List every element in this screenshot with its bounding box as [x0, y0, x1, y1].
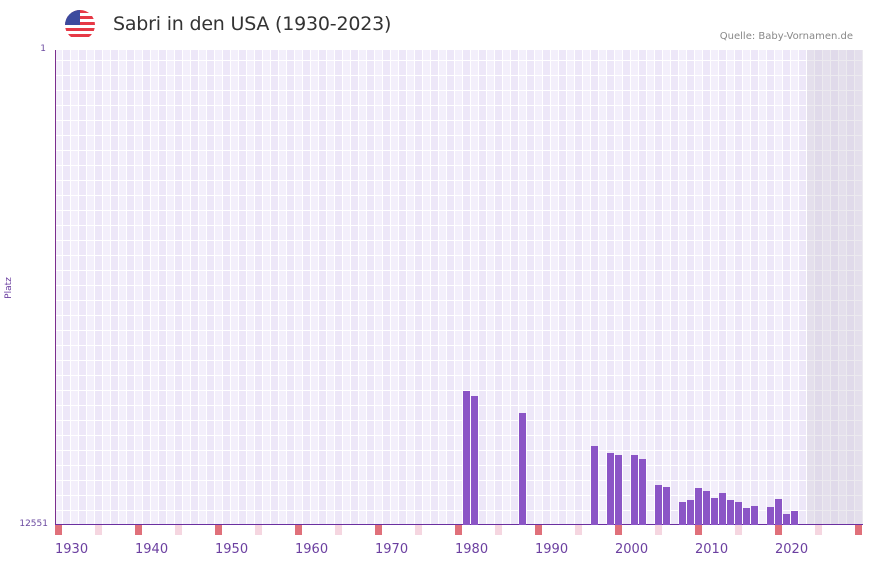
- half-decade-marker: [735, 525, 742, 535]
- x-tick-1930: 1930: [55, 542, 89, 557]
- x-tick-1970: 1970: [375, 542, 409, 557]
- decade-marker: [135, 525, 142, 535]
- x-tick-1960: 1960: [295, 542, 329, 557]
- x-tick-1990: 1990: [535, 542, 569, 557]
- decade-marker: [455, 525, 462, 535]
- bar-1982[interactable]: [471, 396, 478, 525]
- bar-2016[interactable]: [743, 508, 750, 525]
- x-tick-1980: 1980: [455, 542, 489, 557]
- decade-marker: [375, 525, 382, 535]
- bar-2022[interactable]: [791, 511, 798, 525]
- plot-area: [55, 50, 863, 525]
- half-decade-marker: [815, 525, 822, 535]
- x-tick-1950: 1950: [215, 542, 249, 557]
- bar-1997[interactable]: [591, 446, 598, 525]
- bar-2009[interactable]: [687, 500, 694, 525]
- bar-2020[interactable]: [775, 499, 782, 525]
- bar-1981[interactable]: [463, 391, 470, 525]
- half-decade-marker: [575, 525, 582, 535]
- bar-2017[interactable]: [751, 506, 758, 525]
- bar-2011[interactable]: [703, 491, 710, 525]
- bar-2013[interactable]: [719, 493, 726, 525]
- bar-2014[interactable]: [727, 500, 734, 525]
- bar-2006[interactable]: [663, 487, 670, 525]
- half-decade-marker: [495, 525, 502, 535]
- x-tick-2010: 2010: [695, 542, 729, 557]
- decade-marker: [775, 525, 782, 535]
- x-tick-2020: 2020: [775, 542, 809, 557]
- bar-2008[interactable]: [679, 502, 686, 525]
- y-axis-line: [55, 50, 56, 525]
- decade-marker: [695, 525, 702, 535]
- bar-1999[interactable]: [607, 453, 614, 525]
- y-tick-top: 1: [40, 44, 46, 54]
- decade-marker: [55, 525, 62, 535]
- decade-marker: [855, 525, 862, 535]
- bar-2002[interactable]: [631, 455, 638, 525]
- bar-2015[interactable]: [735, 502, 742, 525]
- source-credit: Quelle: Baby-Vornamen.de: [719, 31, 853, 42]
- chart-title: Sabri in den USA (1930-2023): [113, 13, 392, 35]
- x-tick-2000: 2000: [615, 542, 649, 557]
- y-axis-title: Platz: [3, 277, 14, 299]
- half-decade-marker: [95, 525, 102, 535]
- bar-2000[interactable]: [615, 455, 622, 525]
- decade-marker: [535, 525, 542, 535]
- us-flag-icon: [65, 10, 95, 40]
- half-decade-marker: [255, 525, 262, 535]
- decade-marker: [295, 525, 302, 535]
- x-tick-1940: 1940: [135, 542, 169, 557]
- bar-2005[interactable]: [655, 485, 662, 525]
- bar-2019[interactable]: [767, 507, 774, 525]
- x-axis-line: [55, 524, 863, 525]
- bar-1988[interactable]: [519, 413, 526, 525]
- half-decade-marker: [655, 525, 662, 535]
- y-tick-bottom: 12551: [19, 519, 48, 529]
- no-data-region: [807, 50, 863, 525]
- bar-2010[interactable]: [695, 488, 702, 525]
- half-decade-marker: [335, 525, 342, 535]
- half-decade-marker: [175, 525, 182, 535]
- bar-2003[interactable]: [639, 459, 646, 525]
- decade-marker: [615, 525, 622, 535]
- bar-2012[interactable]: [711, 498, 718, 525]
- decade-marker: [215, 525, 222, 535]
- bar-2021[interactable]: [783, 514, 790, 525]
- half-decade-marker: [415, 525, 422, 535]
